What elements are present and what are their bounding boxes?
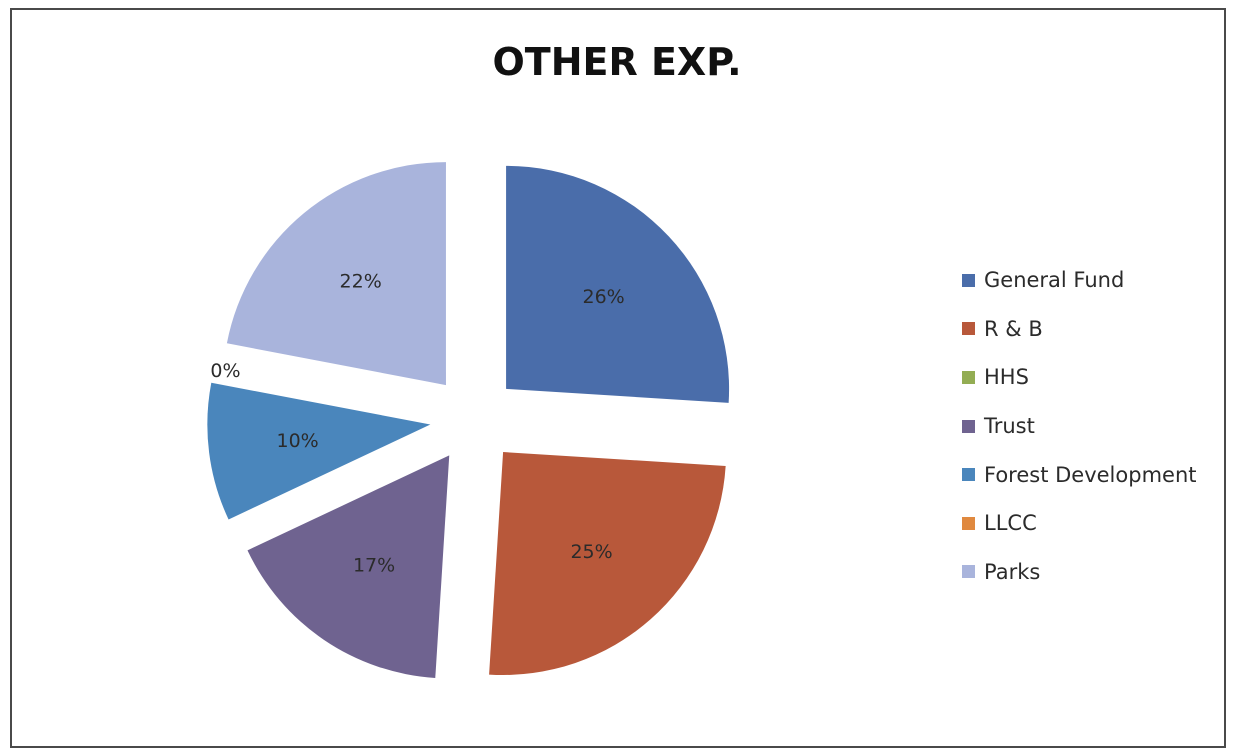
legend-swatch (962, 516, 975, 530)
legend-item-general-fund: General Fund (962, 256, 1197, 305)
data-label-parks: 22% (340, 271, 382, 293)
legend-swatch (962, 468, 975, 482)
data-label-general-fund: 26% (582, 286, 624, 308)
pie-slices (207, 162, 730, 678)
data-label-llcc: 0% (210, 360, 240, 382)
legend-label: General Fund (984, 268, 1125, 293)
legend-label: Parks (984, 559, 1041, 584)
pie-slice-parks (226, 162, 446, 386)
chart-legend: General Fund R & B HHS Trust Forest Developm… (962, 256, 1197, 596)
pie-slice-general-fund (506, 165, 730, 403)
chart-title: OTHER EXP. (492, 40, 742, 84)
legend-swatch (962, 273, 975, 287)
legend-item-forest-development: Forest Development (962, 450, 1197, 499)
pie-slice-trust (247, 455, 450, 678)
legend-item-hhs: HHS (962, 353, 1197, 402)
legend-label: Forest Development (984, 462, 1197, 487)
legend-item-trust: Trust (962, 402, 1197, 451)
legend-swatch (962, 322, 975, 336)
data-label-r-b: 25% (570, 541, 612, 563)
pie-labels: 26% 25% 17% 10% 0% 22% (210, 271, 624, 577)
legend-swatch (962, 565, 975, 579)
data-label-trust: 17% (353, 555, 395, 577)
legend-item-llcc: LLCC (962, 499, 1197, 548)
legend-label: R & B (984, 316, 1043, 341)
data-label-forest-development: 10% (276, 430, 318, 452)
legend-swatch (962, 370, 975, 384)
legend-label: Trust (984, 414, 1035, 439)
pie-slice-r-b (489, 452, 726, 676)
legend-item-r-b: R & B (962, 305, 1197, 354)
legend-item-parks: Parks (962, 548, 1197, 597)
pie-slice-forest-development (207, 382, 431, 520)
legend-swatch (962, 419, 975, 433)
legend-label: HHS (984, 365, 1029, 390)
legend-label: LLCC (984, 511, 1037, 536)
